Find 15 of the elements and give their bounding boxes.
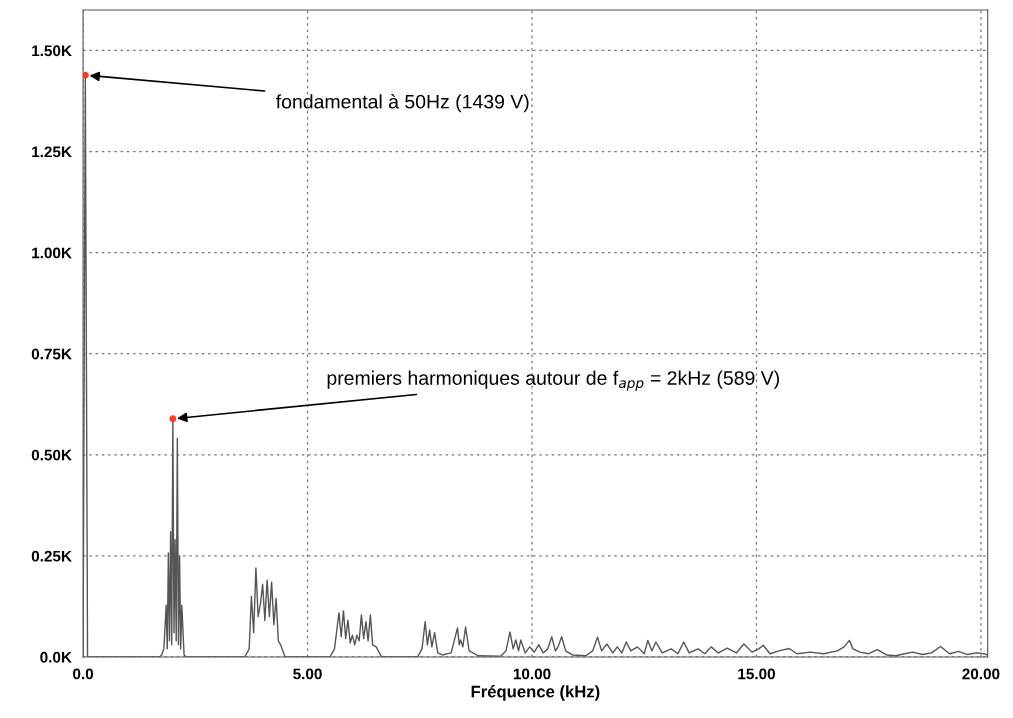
x-tick-label: 15.00 [738, 668, 775, 680]
y-tick-label: 1.50K [32, 45, 72, 57]
y-tick-label: 0.25K [31, 550, 72, 562]
annotation: premiers harmoniques autour de f$_{app}$ = 2kHz (589 V) [327, 370, 779, 391]
y-tick-label: 1.25K [32, 146, 72, 158]
annotation: fondamental à 50Hz (1439 V) [276, 94, 529, 113]
y-tick-label: 0.75K [31, 348, 72, 360]
y-tick-label: 0.50K [31, 449, 72, 461]
x-axis-title: Fréquence (kHz) [471, 685, 600, 701]
y-tick-label: 0.0K [40, 651, 72, 663]
x-tick-label: 5.00 [293, 668, 322, 680]
x-tick-label: 10.00 [513, 668, 551, 680]
x-tick-label: 0.0 [73, 668, 94, 680]
x-tick-label: 20.00 [962, 668, 1000, 680]
y-tick-label: 1.00K [32, 247, 72, 259]
